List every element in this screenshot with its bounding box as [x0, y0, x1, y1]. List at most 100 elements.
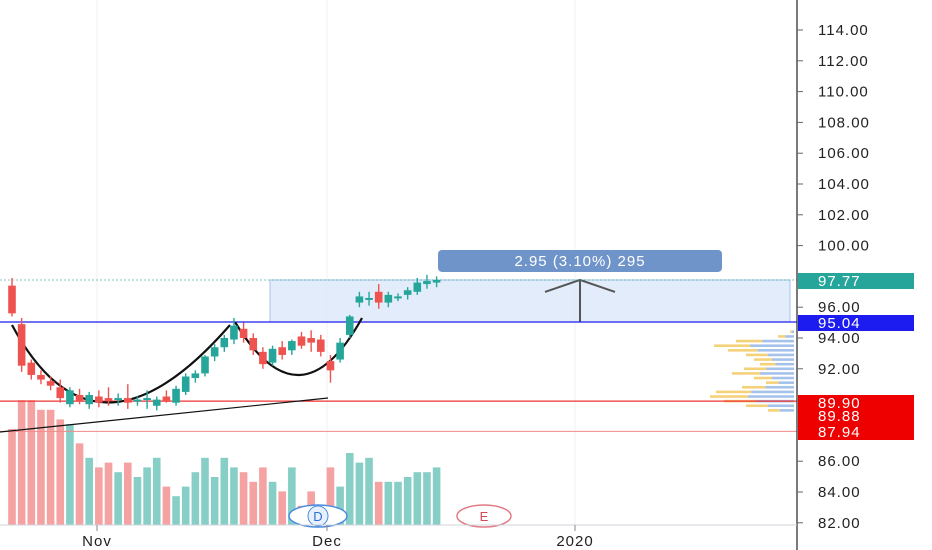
candle-body [268, 348, 277, 363]
candle-body [403, 290, 412, 295]
profile-bar-up [750, 344, 794, 347]
measurement-label-background [438, 249, 722, 272]
profile-bar-up [775, 362, 794, 366]
candle [220, 334, 229, 352]
profile-bar-up [747, 395, 794, 398]
event-markers[interactable]: D E [288, 504, 512, 528]
time-label-dec: Dec [312, 533, 342, 550]
profile-bar-up [785, 335, 794, 338]
candle [326, 354, 335, 383]
candle-body [336, 342, 344, 360]
candle [317, 334, 325, 357]
candle-body [297, 336, 306, 346]
profile-bar-up [772, 376, 794, 380]
candle-body [37, 374, 45, 380]
candle-body [249, 338, 258, 351]
candle [249, 333, 258, 355]
profile-bar-down [714, 344, 750, 347]
candle [210, 344, 219, 362]
candle-body [384, 294, 393, 303]
candle-body [133, 399, 142, 402]
candle-body [288, 341, 296, 351]
volume-bar [239, 472, 248, 525]
volume-bar [152, 457, 161, 525]
candle-body [345, 316, 354, 335]
profile-bar-up [772, 358, 794, 361]
candle [288, 339, 296, 355]
volume-bar [133, 477, 142, 525]
price-tag-background [798, 395, 914, 411]
profile-bar-down [728, 349, 758, 352]
volume-profile [710, 330, 794, 412]
candle [336, 338, 344, 363]
candle-body [8, 285, 16, 314]
profile-bar-down [790, 330, 792, 334]
volume-bar [394, 481, 402, 525]
candle [374, 284, 383, 309]
price-tag-background [798, 424, 914, 440]
candle-body [355, 296, 364, 303]
candle [432, 276, 441, 288]
profile-bar-down [746, 404, 768, 408]
profile-bar-down [732, 372, 760, 375]
price-tag-label: 89.88 [818, 408, 861, 425]
volume-bar [384, 481, 393, 525]
price-tag-label: 95.04 [818, 315, 861, 332]
profile-bar-up [767, 404, 794, 408]
price-tag-label: 89.90 [818, 395, 861, 412]
price-tag-background [798, 408, 914, 424]
profile-bar-down [760, 362, 776, 366]
candle [95, 390, 103, 408]
candle [27, 359, 36, 380]
trend-line[interactable] [0, 397, 329, 433]
candle-body [104, 398, 113, 402]
measurement-label: 2.95 (3.10%) 295 [514, 253, 645, 270]
candle-body [278, 347, 286, 355]
candlesticks [8, 274, 441, 411]
candle [143, 390, 151, 409]
candle-body [326, 361, 335, 371]
candle-body [66, 390, 74, 405]
candle-body [432, 279, 441, 283]
candle-body [239, 328, 248, 338]
price-tick-label: 114.00 [818, 22, 869, 39]
volume-bar [403, 477, 412, 525]
candle [114, 393, 122, 406]
candle-body [17, 324, 26, 366]
volume-bar [278, 491, 286, 525]
candle-body [374, 291, 383, 303]
candle [201, 354, 209, 377]
candle-body [114, 398, 122, 401]
volume-bar [46, 409, 55, 525]
volume-bar [172, 496, 180, 525]
candle [133, 396, 142, 406]
candle [278, 341, 286, 360]
volume-bar [259, 467, 267, 525]
candle [230, 317, 238, 345]
candle [384, 291, 393, 308]
price-tick-label: 84.00 [818, 484, 861, 501]
measurement-range-box [269, 279, 791, 323]
time-axis[interactable]: Nov Dec 2020 [82, 525, 594, 550]
candle [191, 370, 200, 383]
earnings-marker-label: E [480, 509, 489, 524]
candle [85, 391, 93, 409]
candle-body [162, 396, 171, 402]
profile-bar-up [757, 349, 794, 352]
profile-bar-up [779, 409, 794, 412]
volume-bar [181, 486, 190, 525]
volume-bar [8, 429, 16, 525]
profile-bar-down [736, 339, 763, 343]
dividend-marker-label: D [313, 509, 322, 524]
horizontal-levels[interactable] [0, 279, 797, 432]
volume-bar [85, 457, 93, 525]
profile-bar-down [744, 367, 767, 371]
volume-bar [201, 457, 209, 525]
candle-body [46, 381, 55, 386]
volume-bar [249, 481, 258, 525]
candle [56, 379, 65, 403]
earnings-marker[interactable] [456, 504, 512, 528]
price-axis[interactable]: 114.00 112.00 110.00 108.00 106.00 104.00 102.… [797, 22, 870, 532]
